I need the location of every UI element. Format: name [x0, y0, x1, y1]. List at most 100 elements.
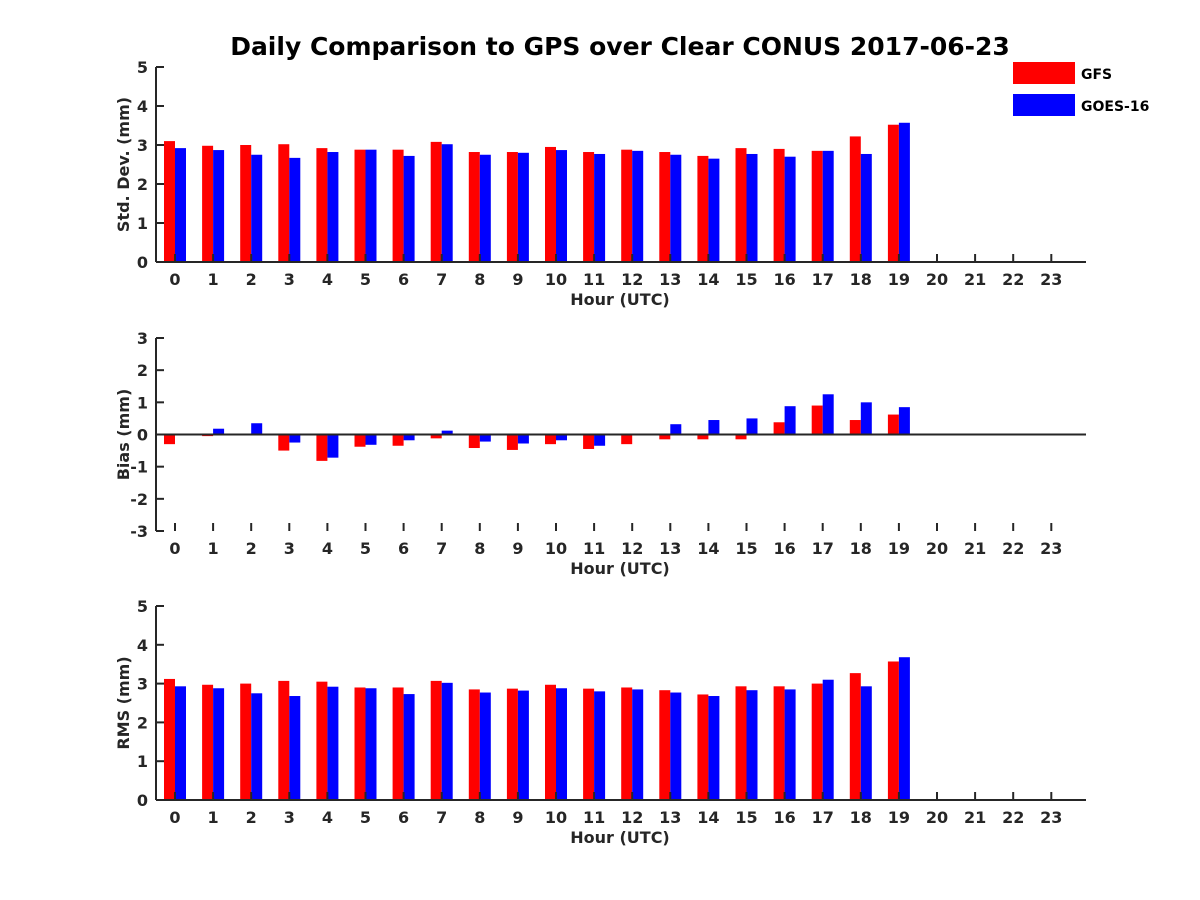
bar-goes16-hour-14	[708, 696, 720, 800]
bar-goes16-hour-14	[708, 158, 720, 262]
x-tick-label: 8	[474, 808, 485, 827]
x-tick-label: 18	[850, 539, 872, 558]
bar-goes16-hour-5	[365, 688, 377, 800]
x-tick-label: 8	[474, 270, 485, 289]
x-axis-label: Hour (UTC)	[570, 828, 670, 847]
bar-gfs-hour-10	[545, 434, 556, 445]
x-tick-label: 17	[812, 270, 834, 289]
x-tick-label: 15	[735, 808, 757, 827]
bar-goes16-hour-9	[517, 434, 529, 444]
bar-goes16-hour-3	[289, 157, 301, 262]
x-tick-label: 0	[169, 539, 180, 558]
bar-goes16-hour-9	[517, 690, 529, 800]
x-tick-label: 18	[850, 808, 872, 827]
bar-gfs-hour-0	[164, 141, 175, 262]
x-tick-label: 15	[735, 270, 757, 289]
x-tick-label: 21	[964, 270, 986, 289]
bar-gfs-hour-0	[164, 678, 175, 800]
y-axis-label: Std. Dev. (mm)	[114, 97, 133, 232]
x-tick-label: 18	[850, 270, 872, 289]
bar-gfs-hour-4	[316, 681, 328, 800]
x-tick-label: 9	[512, 270, 523, 289]
bar-gfs-hour-16	[773, 422, 785, 435]
bar-gfs-hour-15	[735, 434, 747, 440]
y-tick-label: 1	[137, 214, 148, 233]
bar-gfs-hour-13	[659, 152, 671, 262]
x-tick-label: 22	[1002, 808, 1024, 827]
legend-label-goes16: GOES-16	[1081, 99, 1149, 115]
x-tick-label: 2	[246, 270, 257, 289]
bar-gfs-hour-1	[202, 145, 214, 262]
y-tick-label: 3	[137, 675, 148, 694]
bar-goes16-hour-19	[898, 657, 910, 800]
x-tick-label: 11	[583, 808, 605, 827]
bar-goes16-hour-10	[556, 688, 567, 800]
x-tick-label: 0	[169, 270, 180, 289]
x-tick-label: 22	[1002, 270, 1024, 289]
bar-goes16-hour-4	[327, 434, 339, 458]
y-tick-label: 5	[137, 597, 148, 616]
bar-gfs-hour-19	[887, 661, 899, 800]
bar-gfs-hour-0	[164, 434, 175, 445]
x-axis-label: Hour (UTC)	[570, 290, 670, 309]
x-tick-label: 9	[512, 808, 523, 827]
x-tick-label: 3	[284, 539, 295, 558]
bar-goes16-hour-4	[327, 152, 339, 262]
bar-goes16-hour-7	[441, 682, 453, 800]
x-tick-label: 3	[284, 808, 295, 827]
legend-label-gfs: GFS	[1081, 67, 1112, 83]
y-tick-label: 2	[137, 175, 148, 194]
bar-goes16-hour-5	[365, 434, 377, 445]
bar-goes16-hour-18	[860, 402, 872, 435]
bar-gfs-hour-10	[545, 146, 556, 262]
bar-gfs-hour-14	[697, 434, 709, 440]
bar-gfs-hour-9	[506, 152, 518, 262]
x-tick-label: 15	[735, 539, 757, 558]
legend: GFS GOES-16	[1013, 62, 1149, 116]
x-tick-label: 9	[512, 539, 523, 558]
bar-goes16-hour-15	[746, 153, 758, 262]
x-tick-label: 5	[360, 539, 371, 558]
bar-goes16-hour-16	[784, 406, 796, 435]
bar-goes16-hour-8	[479, 692, 491, 800]
bar-gfs-hour-3	[278, 680, 290, 800]
legend-swatch-gfs	[1013, 62, 1075, 84]
bar-goes16-hour-1	[213, 150, 225, 262]
bar-goes16-hour-17	[822, 150, 834, 262]
x-tick-label: 16	[773, 808, 795, 827]
bar-gfs-hour-8	[468, 689, 480, 800]
bar-goes16-hour-9	[517, 152, 529, 262]
bar-gfs-hour-17	[811, 683, 823, 800]
bar-goes16-hour-7	[441, 430, 453, 435]
bar-goes16-hour-3	[289, 696, 301, 800]
bar-gfs-hour-11	[583, 688, 595, 800]
bar-gfs-hour-16	[773, 686, 785, 800]
bar-goes16-hour-8	[479, 434, 491, 442]
x-tick-label: 11	[583, 539, 605, 558]
y-tick-label: 0	[137, 791, 148, 810]
bar-goes16-hour-17	[822, 394, 834, 435]
bar-goes16-hour-3	[289, 434, 301, 443]
bar-gfs-hour-13	[659, 434, 671, 440]
bar-gfs-hour-8	[468, 152, 480, 262]
x-tick-label: 16	[773, 270, 795, 289]
x-tick-label: 16	[773, 539, 795, 558]
bar-goes16-hour-1	[213, 428, 225, 435]
x-tick-label: 12	[621, 808, 643, 827]
bar-gfs-hour-18	[849, 673, 861, 800]
bar-goes16-hour-2	[251, 693, 263, 800]
bar-gfs-hour-6	[392, 434, 404, 446]
bar-gfs-hour-3	[278, 144, 290, 262]
bar-goes16-hour-11	[594, 691, 606, 800]
bar-gfs-hour-14	[697, 694, 709, 800]
x-tick-label: 17	[812, 539, 834, 558]
y-tick-label: 2	[137, 361, 148, 380]
x-tick-label: 11	[583, 270, 605, 289]
x-tick-label: 6	[398, 270, 409, 289]
x-tick-label: 22	[1002, 539, 1024, 558]
bar-goes16-hour-13	[670, 692, 682, 800]
bar-gfs-hour-11	[583, 152, 595, 262]
bar-goes16-hour-11	[594, 153, 606, 262]
